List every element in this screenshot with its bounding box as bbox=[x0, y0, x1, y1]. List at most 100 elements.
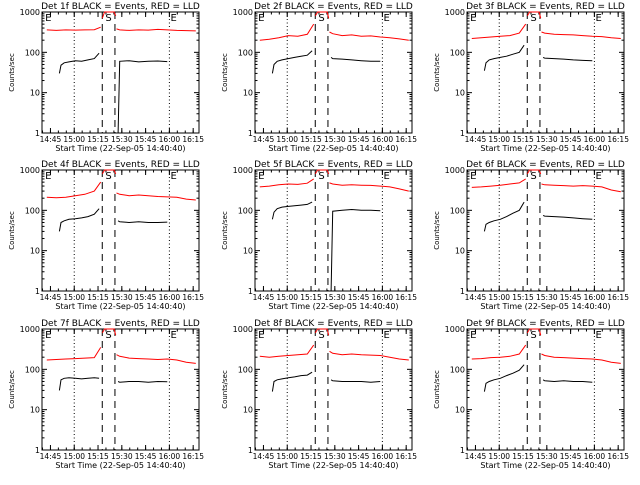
x-tick-label: 14:45 bbox=[40, 452, 62, 461]
y-tick-label: 1 bbox=[35, 446, 40, 455]
x-tick-label: 16:00 bbox=[159, 452, 181, 461]
lld-series-line bbox=[46, 26, 101, 31]
x-tick-label: 16:15 bbox=[607, 135, 629, 144]
y-tick-label: 10 bbox=[455, 89, 465, 98]
marker-s: S bbox=[105, 330, 111, 341]
events-series-line bbox=[271, 371, 313, 392]
y-tick-label: 1000 bbox=[20, 166, 40, 175]
lld-series-line bbox=[101, 328, 117, 336]
x-tick-label: 15:45 bbox=[135, 293, 157, 302]
events-series-line bbox=[330, 208, 381, 292]
panel-6: Det 6f BLACK = Events, RED = LLD 1 10 100 10… bbox=[433, 160, 629, 311]
lld-series-line bbox=[471, 23, 527, 39]
events-series-line bbox=[117, 220, 168, 224]
x-tick-label: 15:00 bbox=[276, 135, 298, 144]
events-series-line bbox=[117, 380, 168, 383]
marker-s: S bbox=[530, 13, 536, 24]
lld-series-line bbox=[329, 350, 409, 361]
marker-e: E bbox=[45, 171, 51, 182]
y-tick-label: 10 bbox=[243, 89, 253, 98]
x-tick-label: 15:30 bbox=[111, 452, 133, 461]
x-tick-label: 15:15 bbox=[512, 293, 534, 302]
x-tick-label: 15:00 bbox=[488, 293, 510, 302]
x-tick-label: 16:00 bbox=[372, 135, 394, 144]
panel-2: Det 2f BLACK = Events, RED = LLD 1 10 100 10… bbox=[221, 2, 417, 153]
y-tick-label: 1000 bbox=[20, 325, 40, 334]
panel-1: Det 1f BLACK = Events, RED = LLD 1 10 100 10… bbox=[8, 2, 204, 153]
lld-series-line bbox=[314, 328, 330, 336]
panel-title: Det 3f BLACK = Events, RED = LLD bbox=[466, 2, 625, 12]
lld-series-line bbox=[541, 183, 621, 193]
events-series-line bbox=[542, 214, 593, 220]
panel-3: Det 3f BLACK = Events, RED = LLD 1 10 100 10… bbox=[433, 2, 629, 153]
x-tick-label: 15:30 bbox=[111, 135, 133, 144]
events-series-line bbox=[542, 56, 593, 62]
y-tick-label: 100 bbox=[25, 365, 40, 374]
y-tick-label: 100 bbox=[25, 206, 40, 215]
marker-e: E bbox=[45, 330, 51, 341]
lld-series-line bbox=[101, 169, 117, 175]
events-series-line bbox=[483, 364, 525, 392]
x-tick-label: 15:45 bbox=[135, 452, 157, 461]
x-tick-label: 15:00 bbox=[276, 452, 298, 461]
x-axis-label: Start Time (22-Sep-05 14:40:40) bbox=[268, 461, 398, 470]
x-tick-label: 15:00 bbox=[488, 452, 510, 461]
y-tick-label: 1000 bbox=[445, 325, 465, 334]
marker-e: E bbox=[170, 13, 176, 24]
y-axis-label: Counts/sec bbox=[433, 211, 441, 250]
marker-e: E bbox=[383, 171, 389, 182]
x-tick-label: 15:00 bbox=[63, 293, 85, 302]
lld-series-line bbox=[259, 344, 315, 358]
x-tick-label: 14:45 bbox=[465, 135, 487, 144]
panel-5: Det 5f BLACK = Events, RED = LLD 1 10 100 10… bbox=[221, 160, 417, 311]
x-tick-label: 15:00 bbox=[488, 135, 510, 144]
x-tick-label: 16:00 bbox=[159, 293, 181, 302]
lld-series-line bbox=[526, 169, 542, 175]
y-axis-label: Counts/sec bbox=[8, 53, 16, 92]
marker-s: S bbox=[318, 330, 324, 341]
y-tick-label: 10 bbox=[455, 247, 465, 256]
lld-series-line bbox=[471, 178, 526, 188]
x-tick-label: 15:30 bbox=[324, 135, 346, 144]
marker-e: E bbox=[170, 330, 176, 341]
y-tick-label: 100 bbox=[238, 48, 253, 57]
axes-frame bbox=[466, 328, 625, 451]
y-tick-label: 1 bbox=[460, 446, 465, 455]
lld-series-line bbox=[259, 23, 315, 41]
y-tick-label: 1 bbox=[248, 287, 253, 296]
x-tick-label: 15:45 bbox=[560, 135, 582, 144]
x-tick-label: 15:45 bbox=[560, 452, 582, 461]
events-series-line bbox=[271, 201, 313, 220]
x-tick-label: 16:15 bbox=[182, 293, 204, 302]
panel-title: Det 4f BLACK = Events, RED = LLD bbox=[41, 160, 200, 170]
axes-frame bbox=[41, 328, 200, 451]
panel-7: Det 7f BLACK = Events, RED = LLD 1 10 100 10… bbox=[8, 319, 204, 470]
y-tick-label: 1000 bbox=[233, 166, 253, 175]
marker-e: E bbox=[383, 13, 389, 24]
y-tick-label: 100 bbox=[25, 48, 40, 57]
x-tick-label: 15:00 bbox=[63, 135, 85, 144]
x-tick-label: 15:30 bbox=[324, 452, 346, 461]
panel-4: Det 4f BLACK = Events, RED = LLD 1 10 100 10… bbox=[8, 160, 204, 311]
panel-title: Det 2f BLACK = Events, RED = LLD bbox=[254, 2, 413, 12]
x-tick-label: 15:15 bbox=[87, 293, 109, 302]
axes-frame bbox=[466, 169, 625, 292]
axes-frame bbox=[254, 11, 413, 134]
x-tick-label: 15:15 bbox=[512, 135, 534, 144]
marker-s: S bbox=[530, 330, 536, 341]
panel-title: Det 6f BLACK = Events, RED = LLD bbox=[466, 160, 625, 170]
y-tick-label: 1 bbox=[248, 129, 253, 138]
events-series-line bbox=[483, 201, 525, 232]
y-axis-label: Counts/sec bbox=[221, 370, 229, 409]
y-tick-label: 100 bbox=[450, 48, 465, 57]
y-tick-label: 100 bbox=[450, 206, 465, 215]
marker-e: E bbox=[258, 13, 264, 24]
events-series-line bbox=[542, 379, 593, 383]
y-axis-label: Counts/sec bbox=[433, 370, 441, 409]
x-tick-label: 16:15 bbox=[607, 293, 629, 302]
marker-e: E bbox=[595, 171, 601, 182]
marker-e: E bbox=[470, 330, 476, 341]
lld-series-line bbox=[46, 181, 102, 199]
marker-e: E bbox=[470, 13, 476, 24]
